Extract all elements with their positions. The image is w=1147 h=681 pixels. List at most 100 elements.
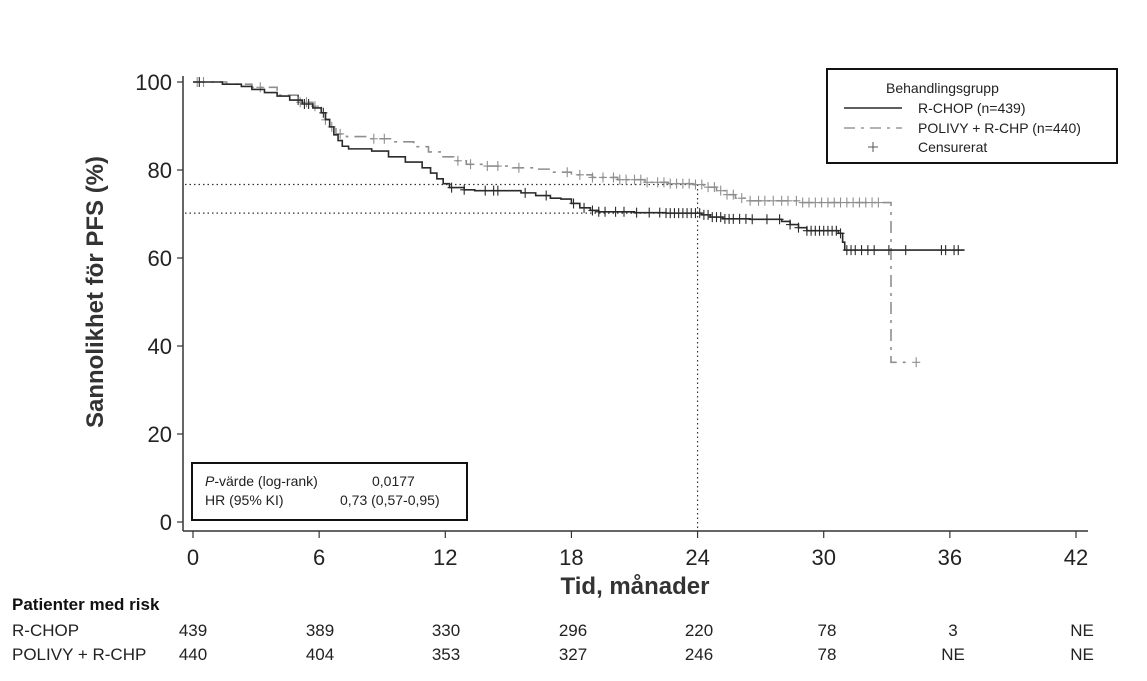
censor-mark [870, 245, 879, 256]
risk-cell: 296 [558, 621, 588, 640]
censor-mark [447, 182, 456, 193]
censor-mark [783, 195, 792, 206]
km-curve-1 [193, 81, 910, 364]
p-value-label: P-värde (log-rank) [205, 473, 350, 489]
censor-mark [884, 245, 893, 256]
censor-mark [569, 198, 578, 209]
p-value: 0,0177 [372, 473, 415, 489]
censor-mark [481, 185, 490, 196]
risk-cell: NE [1070, 645, 1094, 664]
censor-mark [710, 182, 719, 193]
risk-row-label: POLIVY + R-CHP [12, 645, 147, 664]
x-tick-label: 0 [187, 545, 199, 570]
censor-mark [695, 208, 704, 219]
x-tick-label: 24 [685, 545, 709, 570]
p-value-row: P-värde (log-rank) 0,0177 [205, 473, 415, 489]
p-italic: P [205, 473, 215, 489]
censor-mark [832, 225, 841, 236]
risk-cell: 440 [178, 645, 208, 664]
censor-mark [792, 195, 801, 206]
censor-mark [716, 212, 725, 223]
censor-mark [941, 245, 950, 256]
censor-mark [542, 190, 551, 201]
censor-mark [748, 214, 757, 225]
censor-mark [483, 161, 492, 172]
censor-mark [319, 107, 328, 118]
risk-cell: 353 [431, 645, 461, 664]
axes [182, 76, 1088, 532]
series-1 [193, 77, 921, 368]
legend-label: R-CHOP (n=439) [918, 100, 1026, 116]
censor-mark [598, 172, 607, 183]
censor-mark [775, 214, 784, 225]
risk-cell: 404 [305, 645, 335, 664]
censor-mark [369, 133, 378, 144]
statistics-box: P-värde (log-rank) 0,0177 HR (95% KI) 0,… [191, 462, 468, 521]
hr-row: HR (95% KI) 0,73 (0,57-0,95) [205, 492, 440, 508]
censor-mark [716, 185, 725, 196]
legend-item-r-chop: R-CHOP (n=439) [842, 99, 1026, 117]
censor-mark [746, 195, 755, 206]
censor-mark [514, 162, 523, 173]
censor-mark [729, 189, 738, 200]
legend-label: Censurerat [918, 139, 988, 155]
censor-mark [762, 214, 771, 225]
y-tick-label: 0 [160, 510, 172, 535]
censor-mark [643, 177, 652, 188]
censor-mark [659, 177, 668, 188]
hr-value: 0,73 (0,57-0,95) [340, 492, 440, 508]
censor-mark [453, 155, 462, 166]
x-tick-label: 12 [433, 545, 457, 570]
censor-mark [460, 184, 469, 195]
risk-row-label: R-CHOP [12, 621, 80, 640]
censor-mark [836, 228, 845, 239]
censor-mark [493, 185, 502, 196]
risk-cell: NE [941, 645, 965, 664]
risk-cell: NE [1070, 621, 1094, 640]
censor-mark [874, 197, 883, 208]
p-label-rest: -värde (log-rank) [214, 473, 318, 489]
plus-icon [842, 138, 904, 156]
y-tick-label: 60 [148, 246, 172, 271]
censor-mark [760, 195, 769, 206]
censor-mark [645, 207, 654, 218]
censor-mark [954, 245, 963, 256]
risk-cell: 439 [178, 621, 208, 640]
solid-line-icon [842, 99, 904, 117]
x-ticks: 0 6 12 18 24 30 36 42 [187, 531, 1088, 570]
risk-cell: 220 [684, 621, 714, 640]
censor-mark [336, 128, 345, 139]
y-tick-label: 20 [148, 422, 172, 447]
censor-mark [588, 172, 597, 183]
y-tick-label: 80 [148, 158, 172, 183]
risk-cell: 3 [948, 621, 958, 640]
censor-mark [304, 99, 313, 109]
censor-mark [521, 187, 530, 198]
censor-mark [786, 219, 795, 230]
legend: Behandlingsgrupp R-CHOP (n=439) POLIVY +… [826, 68, 1118, 164]
legend-item-censored: Censurerat [842, 138, 987, 156]
series-layer [193, 77, 965, 368]
legend-title: Behandlingsgrupp [886, 80, 999, 96]
censor-mark [769, 195, 778, 206]
censor-mark [195, 77, 204, 87]
risk-cell: 330 [431, 621, 461, 640]
censor-mark [794, 222, 803, 233]
x-axis-title: Tid, månader [561, 573, 710, 600]
censor-mark [901, 245, 910, 256]
legend-label: POLIVY + R-CHP (n=440) [918, 120, 1081, 136]
censor-mark [685, 178, 694, 189]
censor-mark [737, 193, 746, 204]
censor-mark [302, 97, 311, 108]
censor-mark [619, 206, 628, 217]
y-tick-label: 100 [135, 70, 172, 95]
censor-mark [575, 169, 584, 180]
censor-mark [912, 357, 921, 368]
hr-label: HR (95% KI) [205, 492, 284, 508]
legend-item-polivy: POLIVY + R-CHP (n=440) [842, 119, 1081, 137]
risk-cell: 389 [305, 621, 335, 640]
risk-cell: 78 [817, 621, 837, 640]
censor-mark [563, 167, 572, 178]
censor-mark [466, 159, 475, 170]
